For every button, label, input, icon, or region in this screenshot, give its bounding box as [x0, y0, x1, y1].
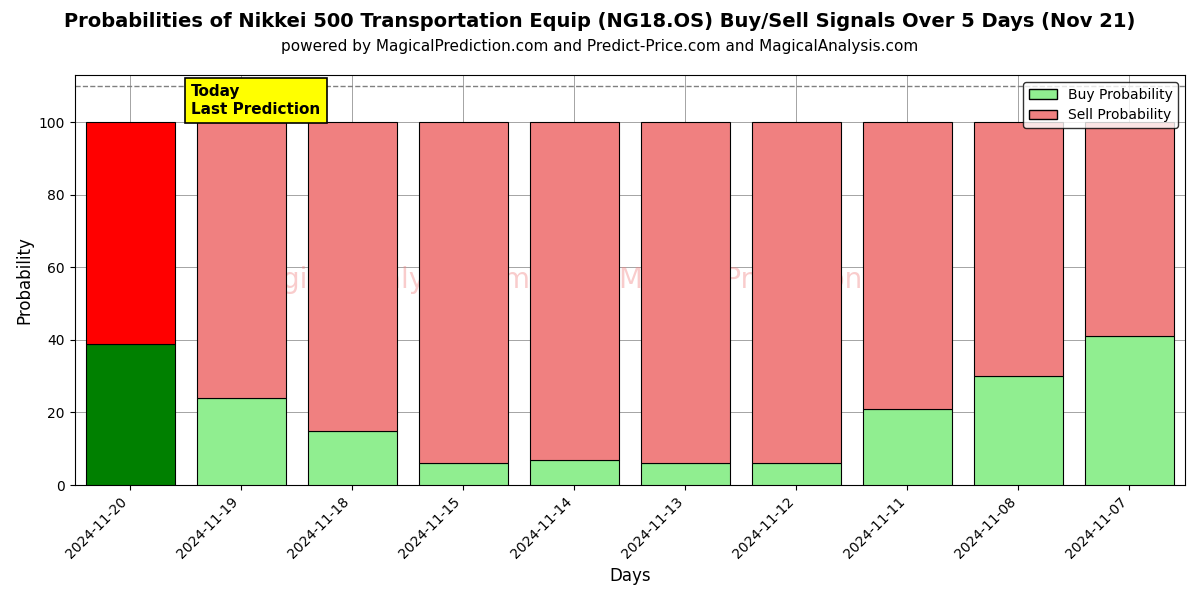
Bar — [974, 122, 1063, 376]
Bar — [752, 463, 841, 485]
Text: MagicalPrediction.com: MagicalPrediction.com — [618, 266, 930, 294]
Text: Probabilities of Nikkei 500 Transportation Equip (NG18.OS) Buy/Sell Signals Over: Probabilities of Nikkei 500 Transportati… — [65, 12, 1135, 31]
Bar — [863, 122, 952, 409]
Bar — [85, 344, 174, 485]
Text: Today
Last Prediction: Today Last Prediction — [191, 84, 320, 116]
Bar — [530, 122, 619, 460]
Bar — [863, 409, 952, 485]
Bar — [85, 122, 174, 344]
Y-axis label: Probability: Probability — [16, 236, 34, 324]
Bar — [197, 122, 286, 398]
Bar — [641, 463, 730, 485]
Bar — [752, 122, 841, 463]
Bar — [308, 431, 397, 485]
Bar — [974, 376, 1063, 485]
Text: MagicalAnalysis.com: MagicalAnalysis.com — [241, 266, 530, 294]
Bar — [419, 122, 508, 463]
Legend: Buy Probability, Sell Probability: Buy Probability, Sell Probability — [1024, 82, 1178, 128]
Bar — [1085, 336, 1174, 485]
Bar — [530, 460, 619, 485]
Bar — [419, 463, 508, 485]
Text: powered by MagicalPrediction.com and Predict-Price.com and MagicalAnalysis.com: powered by MagicalPrediction.com and Pre… — [281, 39, 919, 54]
Bar — [641, 122, 730, 463]
X-axis label: Days: Days — [610, 567, 650, 585]
Bar — [197, 398, 286, 485]
Bar — [308, 122, 397, 431]
Bar — [1085, 122, 1174, 336]
